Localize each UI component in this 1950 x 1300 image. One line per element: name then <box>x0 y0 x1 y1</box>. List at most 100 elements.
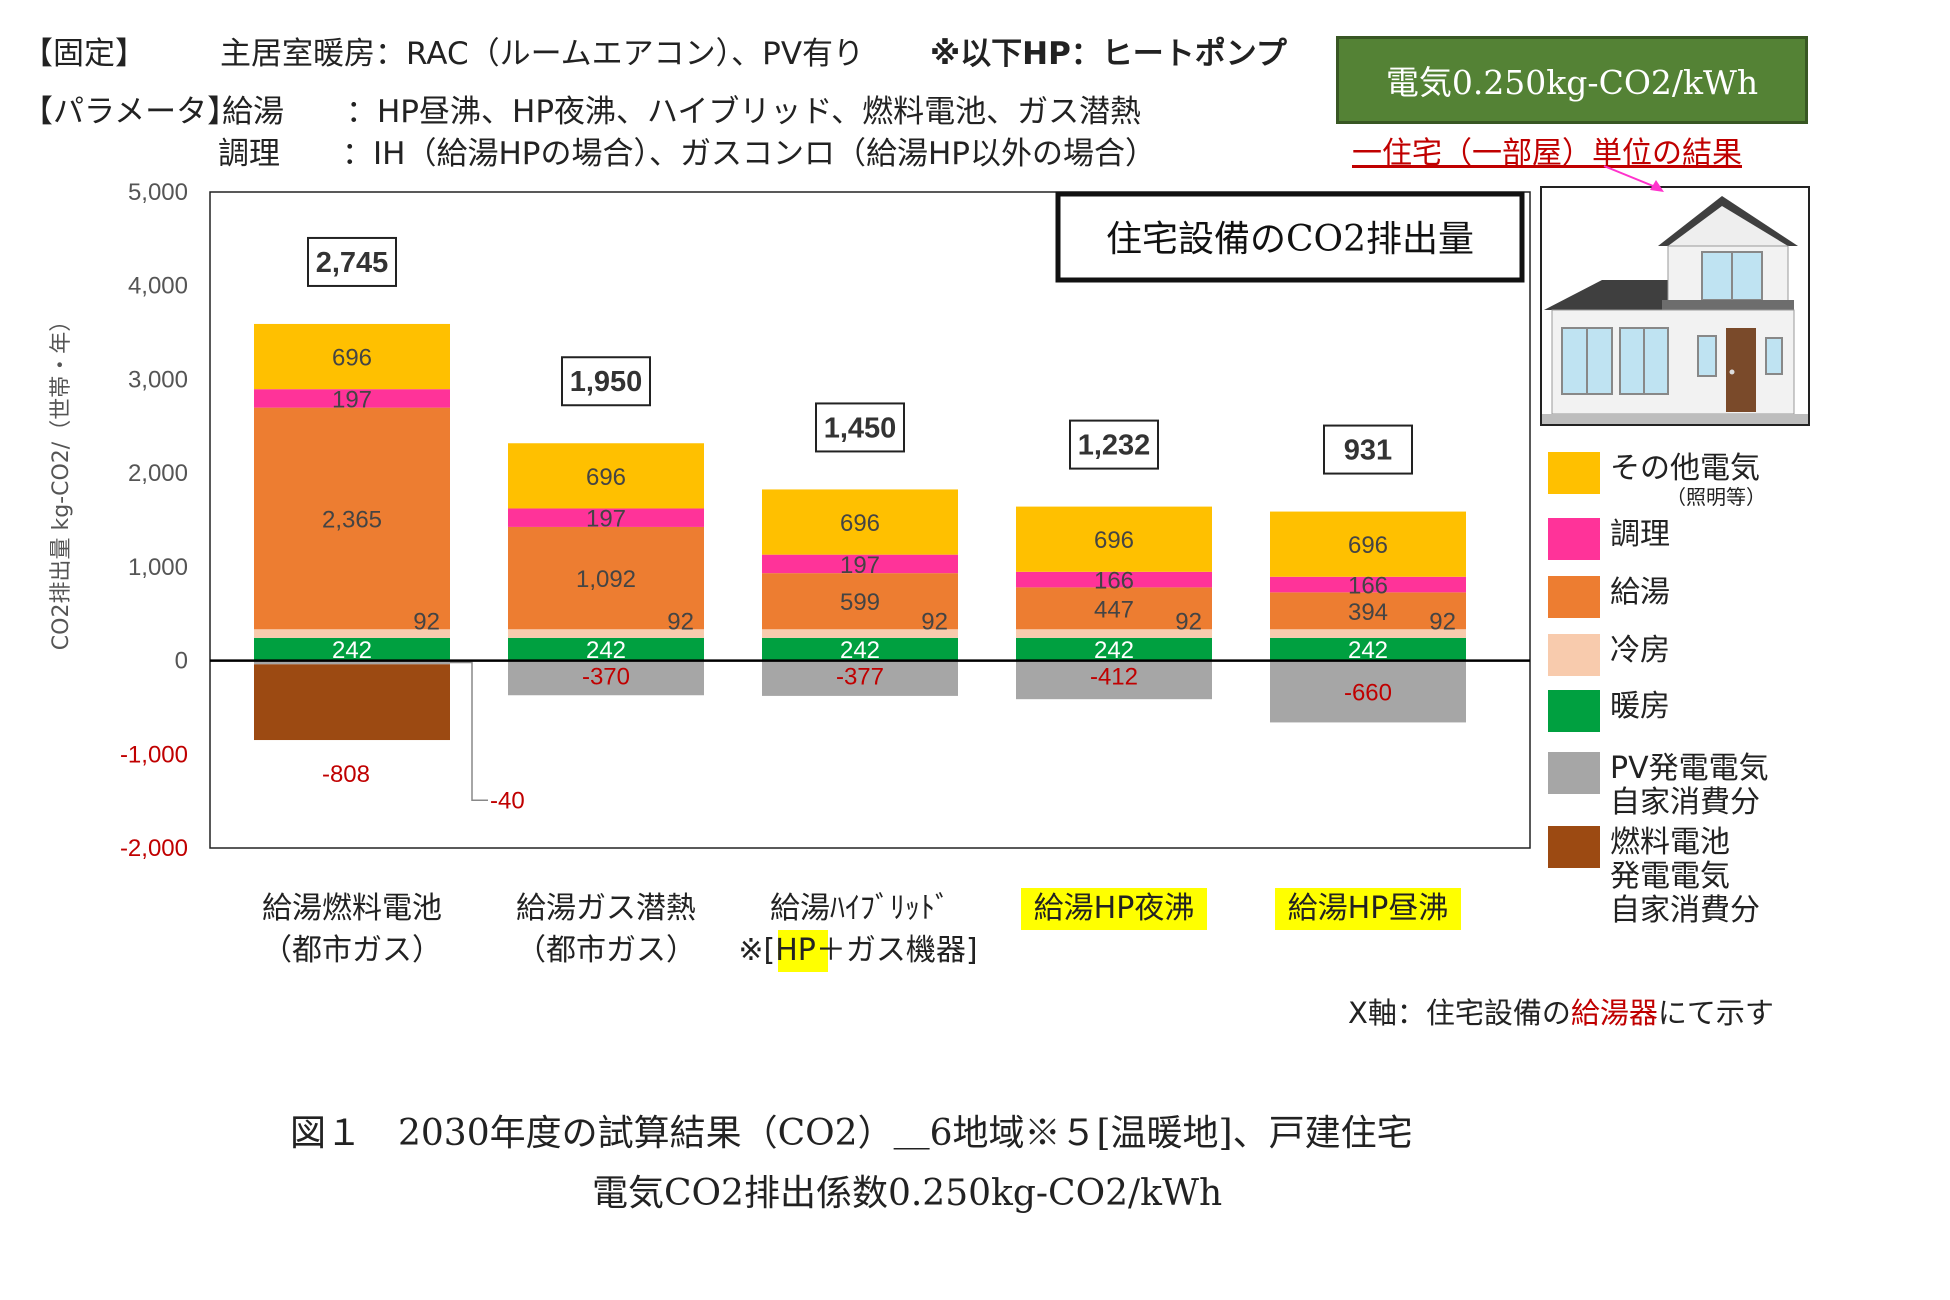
param-cooking: 調理 ：IH（給湯HPの場合）、ガスコンロ（給湯HP以外の場合） <box>218 136 1156 172</box>
label-fuel-cell: -808 <box>322 761 370 788</box>
legend-text: 冷房 <box>1610 634 1670 668</box>
y-tick-label: 0 <box>175 648 188 675</box>
legend-label: 給湯 <box>1610 575 1670 610</box>
category-highlight <box>1275 888 1461 930</box>
label-other-electric: 696 <box>332 345 372 372</box>
legend-label: その他電気 <box>1610 451 1760 486</box>
legend-item-fuel_cell: 燃料電池 発電電気 自家消費分 <box>1548 826 1760 928</box>
label-cooling: 92 <box>1429 609 1456 636</box>
unit-note: 一住宅（一部屋）単位の結果 <box>1352 136 1742 171</box>
bar-heating <box>254 637 450 661</box>
label-cooling: 92 <box>667 609 694 636</box>
y-tick-label: -2,000 <box>120 835 188 862</box>
label-hot-water: 394 <box>1348 599 1388 626</box>
y-tick-label: 2,000 <box>128 460 188 487</box>
fixed-text: 主居室暖房：RAC（ルームエアコン）、PV有り <box>220 36 865 72</box>
figure-caption-line1: 図１ 2030年度の試算結果（CO2）＿6地域※５[温暖地]、戸建住宅 <box>290 1113 1413 1154</box>
bar-hot_water <box>1016 587 1212 630</box>
y-tick-label: 3,000 <box>128 366 188 393</box>
label-hot-water: 599 <box>840 589 880 616</box>
category-label: 給湯燃料電池 <box>262 891 442 926</box>
bar-other_electric <box>508 443 704 509</box>
bar-pv <box>1270 660 1466 723</box>
label-cooking: 197 <box>586 506 626 533</box>
pointer-arrow <box>1603 165 1664 192</box>
legend-text: 燃料電池 発電電気 自家消費分 <box>1610 826 1760 928</box>
label-cooking: 166 <box>1094 568 1134 595</box>
label-hot-water: 1,092 <box>576 566 636 593</box>
category-label: 給湯ガス潜熱 <box>516 891 696 926</box>
bar-pv <box>508 660 704 696</box>
total-box <box>1069 419 1159 470</box>
chart-title-box <box>1055 191 1525 283</box>
legend-label: 暖房 <box>1610 689 1670 724</box>
bar-cooling <box>1270 629 1466 638</box>
emission-factor-box: 電気0.250kg-CO2/kWh <box>1336 36 1808 124</box>
legend-label: 調理 <box>1610 517 1670 552</box>
bar-cooling <box>508 629 704 638</box>
total-box <box>815 402 905 453</box>
label-other-electric: 696 <box>1348 532 1388 559</box>
legend-swatch <box>1548 752 1600 794</box>
bar-cooking <box>508 508 704 527</box>
house-illustration <box>1540 186 1810 426</box>
pv-callout-line <box>450 661 488 802</box>
category-sub-hl-bg <box>778 930 828 972</box>
bar-pv <box>762 660 958 696</box>
category-label-sub: （都市ガス） <box>516 933 696 968</box>
label-other-electric: 696 <box>586 464 626 491</box>
legend-text: 給湯 <box>1610 576 1670 610</box>
legend-item-other_electric: その他電気 （照明等） <box>1548 452 1766 508</box>
label-cooking: 197 <box>332 386 372 413</box>
label-pv: -660 <box>1344 679 1392 706</box>
label-cooling: 92 <box>921 609 948 636</box>
total-label: 931 <box>1344 435 1392 467</box>
category-highlight <box>1021 888 1207 930</box>
bar-other_electric <box>762 489 958 555</box>
legend-text: その他電気 （照明等） <box>1610 451 1766 509</box>
label-cooling: 92 <box>413 609 440 636</box>
category-label-sub: ※[HP＋ガス機器] <box>738 933 977 968</box>
bar-cooling <box>762 629 958 638</box>
bar-cooking <box>1270 576 1466 593</box>
label-other-electric: 696 <box>1094 527 1134 554</box>
category-sub-prefix: ※[ <box>738 933 775 968</box>
label-hot-water: 447 <box>1094 596 1134 623</box>
bar-pv <box>1016 660 1212 700</box>
bar-heating <box>1270 637 1466 661</box>
fixed-label: 【固定】 <box>22 36 146 72</box>
label-cooking: 166 <box>1348 573 1388 600</box>
bar-hot_water <box>762 573 958 630</box>
label-pv: -412 <box>1090 664 1138 691</box>
y-tick-label: -1,000 <box>120 741 188 768</box>
bar-heating <box>1016 637 1212 661</box>
bar-cooking <box>762 554 958 574</box>
bar-cooling <box>254 629 450 638</box>
bar-cooling <box>1016 629 1212 638</box>
category-label: 給湯HP夜沸 <box>1034 891 1195 926</box>
legend-swatch <box>1548 690 1600 732</box>
legend-label: 燃料電池 発電電気 自家消費分 <box>1610 825 1760 928</box>
bar-fuel_cell <box>254 664 450 741</box>
legend-swatch <box>1548 452 1600 494</box>
bar-cooking <box>1016 571 1212 588</box>
legend-text: 暖房 <box>1610 690 1670 724</box>
param-label: 【パラメータ】 <box>22 94 239 130</box>
label-hot-water: 2,365 <box>322 506 382 533</box>
label-other-electric: 696 <box>840 510 880 537</box>
legend-swatch <box>1548 826 1600 868</box>
chart-title: 住宅設備のCO2排出量 <box>1106 219 1474 260</box>
total-label: 1,950 <box>570 366 643 398</box>
total-label: 1,232 <box>1078 430 1151 462</box>
total-box <box>307 236 397 287</box>
y-axis-label: CO2排出量 kg-CO2/（世帯・年） <box>49 310 74 650</box>
bar-heating <box>762 637 958 661</box>
bar-other_electric <box>1270 511 1466 577</box>
label-cooking: 197 <box>840 552 880 579</box>
bar-hot_water <box>508 526 704 630</box>
x-axis-note-suffix: にて示す <box>1657 996 1774 1030</box>
category-sub-highlight: HP <box>775 933 816 968</box>
y-tick-label: 1,000 <box>128 554 188 581</box>
x-axis-note-prefix: X軸：住宅設備の <box>1348 996 1571 1030</box>
